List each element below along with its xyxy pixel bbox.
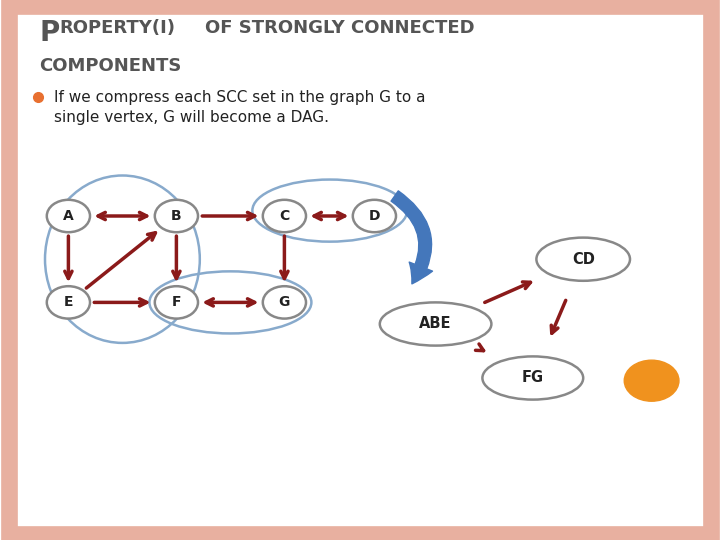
- Circle shape: [624, 360, 679, 401]
- FancyArrowPatch shape: [391, 191, 433, 284]
- Text: OF STRONGLY CONNECTED: OF STRONGLY CONNECTED: [205, 19, 474, 37]
- Text: ABE: ABE: [419, 316, 452, 332]
- Text: ROPERTY(I): ROPERTY(I): [59, 19, 175, 37]
- Text: COMPONENTS: COMPONENTS: [40, 57, 182, 75]
- Text: C: C: [279, 209, 289, 223]
- Ellipse shape: [482, 356, 583, 400]
- Ellipse shape: [380, 302, 492, 346]
- Circle shape: [155, 286, 198, 319]
- Text: single vertex, G will become a DAG.: single vertex, G will become a DAG.: [54, 110, 329, 125]
- Circle shape: [353, 200, 396, 232]
- Text: F: F: [171, 295, 181, 309]
- Circle shape: [47, 286, 90, 319]
- Circle shape: [47, 200, 90, 232]
- Text: A: A: [63, 209, 73, 223]
- Text: FG: FG: [522, 370, 544, 386]
- Ellipse shape: [536, 238, 630, 281]
- Circle shape: [263, 200, 306, 232]
- Circle shape: [263, 286, 306, 319]
- Circle shape: [155, 200, 198, 232]
- Text: D: D: [369, 209, 380, 223]
- Text: If we compress each SCC set in the graph G to a: If we compress each SCC set in the graph…: [54, 90, 426, 105]
- Text: B: B: [171, 209, 181, 223]
- Text: G: G: [279, 295, 290, 309]
- Text: P: P: [40, 19, 60, 47]
- Text: E: E: [63, 295, 73, 309]
- Text: CD: CD: [572, 252, 595, 267]
